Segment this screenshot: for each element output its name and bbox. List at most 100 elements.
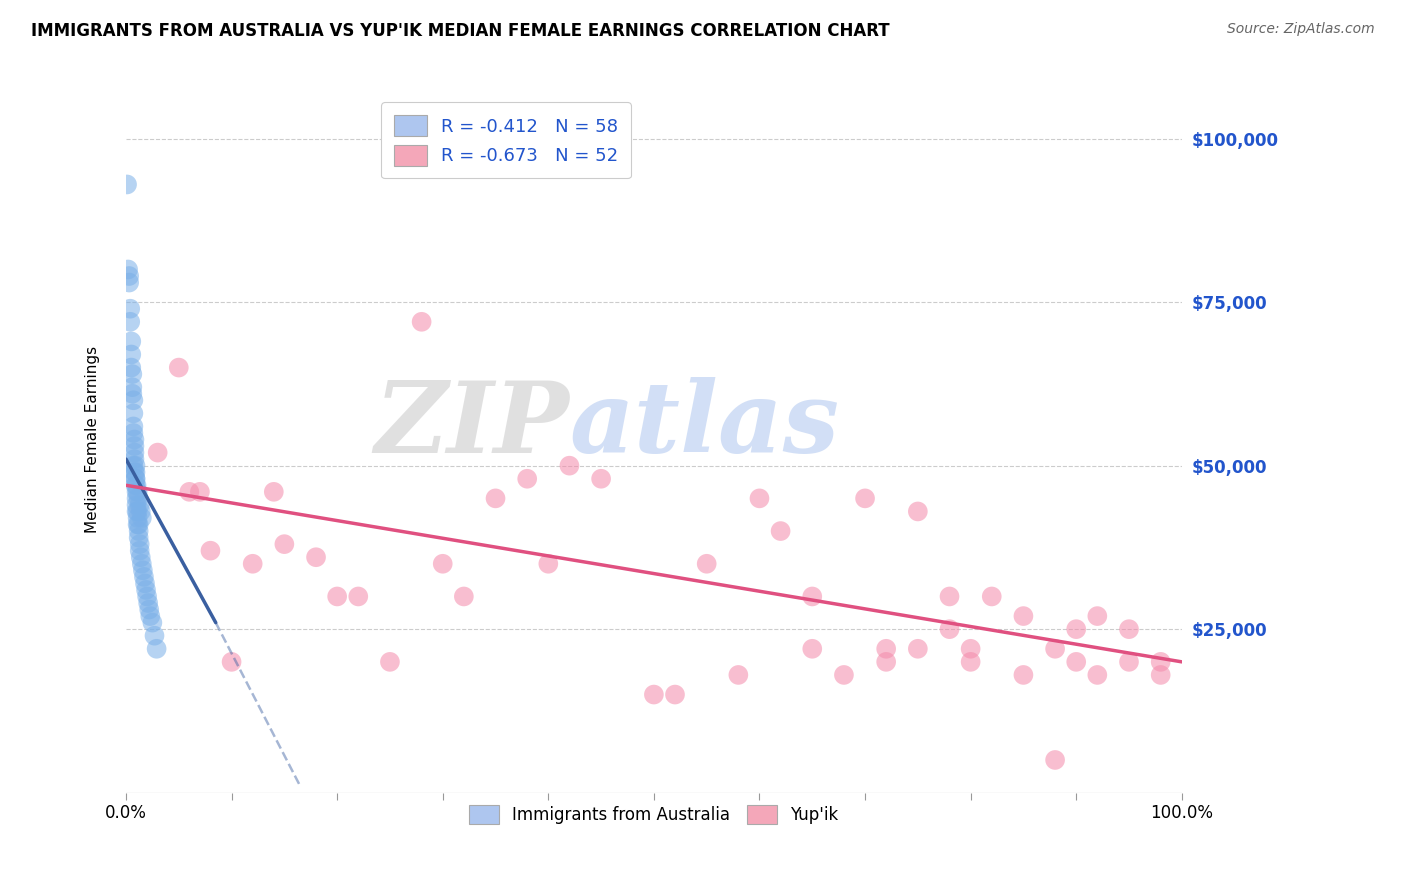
Point <box>411 315 433 329</box>
Point <box>128 524 150 538</box>
Point <box>124 472 146 486</box>
Point <box>1085 609 1108 624</box>
Point <box>129 550 152 565</box>
Point <box>167 360 190 375</box>
Point <box>128 537 150 551</box>
Point <box>125 478 148 492</box>
Point <box>326 590 349 604</box>
Point <box>128 543 150 558</box>
Point <box>122 406 145 420</box>
Point <box>124 433 146 447</box>
Point <box>727 668 749 682</box>
Point <box>136 590 159 604</box>
Point <box>134 576 156 591</box>
Y-axis label: Median Female Earnings: Median Female Earnings <box>86 346 100 533</box>
Point <box>141 615 163 630</box>
Point <box>1118 655 1140 669</box>
Point <box>118 268 141 283</box>
Point <box>124 439 146 453</box>
Point <box>221 655 243 669</box>
Point <box>1118 622 1140 636</box>
Point <box>938 622 960 636</box>
Point <box>832 668 855 682</box>
Point <box>558 458 581 473</box>
Point <box>121 367 143 381</box>
Point <box>128 517 150 532</box>
Text: ZIP: ZIP <box>374 377 569 474</box>
Point <box>907 641 929 656</box>
Point <box>453 590 475 604</box>
Point <box>432 557 454 571</box>
Point <box>907 504 929 518</box>
Point <box>117 262 139 277</box>
Point <box>118 276 141 290</box>
Point <box>273 537 295 551</box>
Point <box>200 543 222 558</box>
Point <box>128 498 150 512</box>
Point <box>748 491 770 506</box>
Point <box>959 655 981 669</box>
Point <box>875 641 897 656</box>
Point <box>124 465 146 479</box>
Point <box>146 445 169 459</box>
Point <box>136 596 159 610</box>
Point <box>347 590 370 604</box>
Point <box>128 531 150 545</box>
Point <box>980 590 1002 604</box>
Point <box>378 655 401 669</box>
Point <box>125 504 148 518</box>
Point <box>1064 655 1087 669</box>
Point <box>127 517 149 532</box>
Point <box>643 688 665 702</box>
Point <box>1043 641 1066 656</box>
Point <box>1012 609 1035 624</box>
Point <box>242 557 264 571</box>
Point <box>516 472 538 486</box>
Point <box>120 347 142 361</box>
Point <box>124 452 146 467</box>
Point <box>801 641 824 656</box>
Point <box>769 524 792 538</box>
Point <box>959 641 981 656</box>
Point <box>132 563 155 577</box>
Point <box>591 472 613 486</box>
Point <box>122 393 145 408</box>
Point <box>127 484 149 499</box>
Point <box>131 511 153 525</box>
Point <box>125 498 148 512</box>
Point <box>131 557 153 571</box>
Legend: Immigrants from Australia, Yup'ik: Immigrants from Australia, Yup'ik <box>460 795 849 834</box>
Point <box>122 425 145 440</box>
Point <box>875 655 897 669</box>
Point <box>122 458 145 473</box>
Point <box>145 641 167 656</box>
Point <box>121 386 143 401</box>
Point <box>125 491 148 506</box>
Point <box>120 315 142 329</box>
Point <box>1150 668 1173 682</box>
Point <box>121 380 143 394</box>
Point <box>139 609 162 624</box>
Point <box>263 484 285 499</box>
Point <box>125 484 148 499</box>
Text: atlas: atlas <box>569 377 839 474</box>
Point <box>128 491 150 506</box>
Point <box>124 458 146 473</box>
Point <box>188 484 211 499</box>
Point <box>124 472 146 486</box>
Point <box>120 360 142 375</box>
Point <box>115 178 138 192</box>
Point <box>664 688 686 702</box>
Point <box>696 557 718 571</box>
Point <box>938 590 960 604</box>
Text: IMMIGRANTS FROM AUSTRALIA VS YUP'IK MEDIAN FEMALE EARNINGS CORRELATION CHART: IMMIGRANTS FROM AUSTRALIA VS YUP'IK MEDI… <box>31 22 890 40</box>
Point <box>537 557 560 571</box>
Point <box>801 590 824 604</box>
Point <box>1012 668 1035 682</box>
Point <box>305 550 328 565</box>
Point <box>124 445 146 459</box>
Point <box>1085 668 1108 682</box>
Point <box>1043 753 1066 767</box>
Point <box>124 465 146 479</box>
Point <box>127 504 149 518</box>
